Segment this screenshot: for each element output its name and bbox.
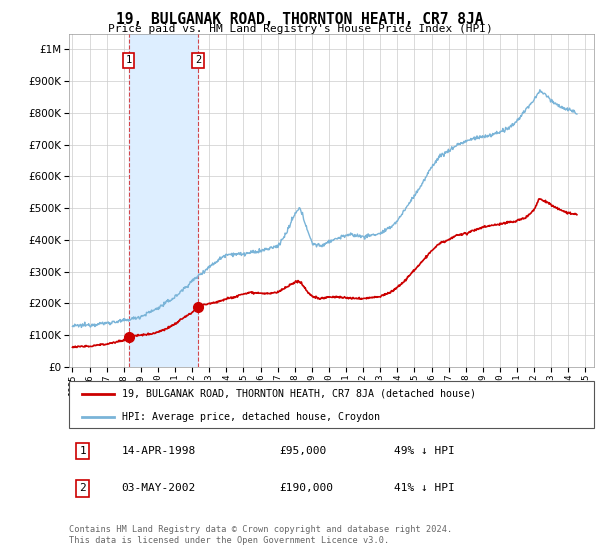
FancyBboxPatch shape bbox=[69, 381, 594, 428]
Text: 19, BULGANAK ROAD, THORNTON HEATH, CR7 8JA (detached house): 19, BULGANAK ROAD, THORNTON HEATH, CR7 8… bbox=[121, 389, 476, 399]
Text: £190,000: £190,000 bbox=[279, 483, 333, 493]
Bar bbox=[128, 34, 198, 367]
Text: 19, BULGANAK ROAD, THORNTON HEATH, CR7 8JA: 19, BULGANAK ROAD, THORNTON HEATH, CR7 8… bbox=[116, 12, 484, 27]
Text: 14-APR-1998: 14-APR-1998 bbox=[121, 446, 196, 456]
Text: 2: 2 bbox=[79, 483, 86, 493]
Text: 03-MAY-2002: 03-MAY-2002 bbox=[121, 483, 196, 493]
Text: £95,000: £95,000 bbox=[279, 446, 326, 456]
Text: 2: 2 bbox=[195, 55, 201, 66]
Text: 1: 1 bbox=[125, 55, 132, 66]
Text: Price paid vs. HM Land Registry's House Price Index (HPI): Price paid vs. HM Land Registry's House … bbox=[107, 24, 493, 34]
Text: 49% ↓ HPI: 49% ↓ HPI bbox=[395, 446, 455, 456]
Text: Contains HM Land Registry data © Crown copyright and database right 2024.
This d: Contains HM Land Registry data © Crown c… bbox=[69, 525, 452, 545]
Text: 1: 1 bbox=[79, 446, 86, 456]
Text: HPI: Average price, detached house, Croydon: HPI: Average price, detached house, Croy… bbox=[121, 412, 380, 422]
Text: 41% ↓ HPI: 41% ↓ HPI bbox=[395, 483, 455, 493]
